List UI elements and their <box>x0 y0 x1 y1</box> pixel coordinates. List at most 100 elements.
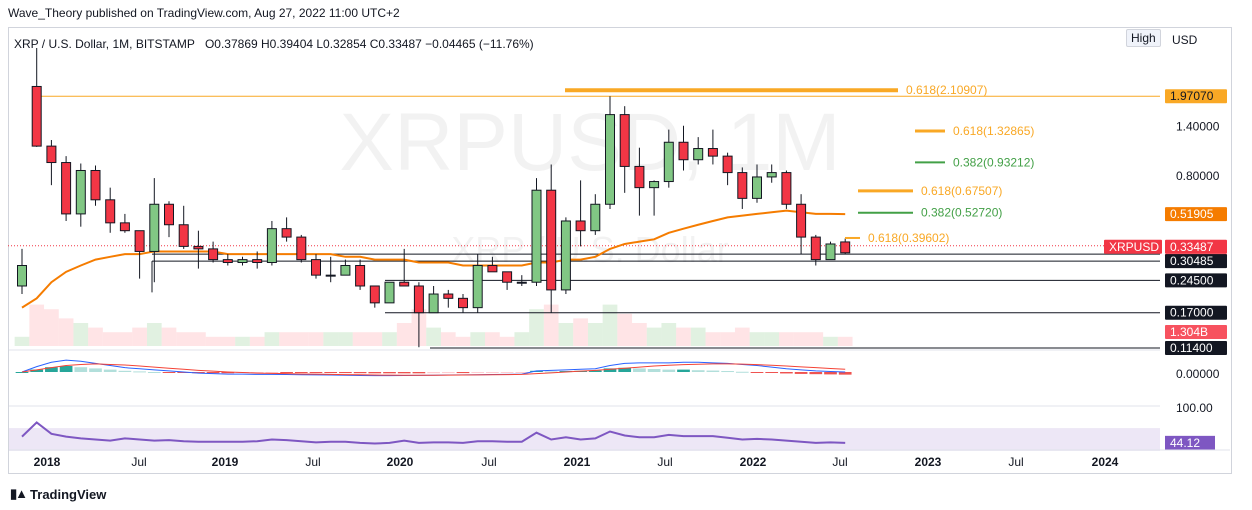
macd-histogram-bar <box>691 370 705 372</box>
time-tick-label: 2019 <box>212 455 239 469</box>
volume-bar <box>88 327 103 346</box>
candle-body <box>531 189 542 283</box>
price-badge <box>1165 305 1227 320</box>
currency-label[interactable]: USD <box>1172 33 1198 47</box>
candle-body <box>752 176 762 199</box>
candle-body <box>796 203 807 238</box>
price-badge <box>1165 325 1227 339</box>
price-badge <box>1165 207 1227 222</box>
candle-body <box>458 297 468 309</box>
macd-histogram-bar <box>103 369 117 372</box>
volume-bar <box>837 336 853 346</box>
chart-header: XRP / U.S. Dollar, 1M, BITSTAMP O0.37869… <box>14 37 534 51</box>
macd-histogram-bar <box>427 372 440 374</box>
price-tick-label: 0.80000 <box>1176 169 1220 183</box>
volume-bar <box>720 332 735 346</box>
candle-body <box>237 259 248 264</box>
volume-bar <box>308 332 324 346</box>
candle-body <box>634 165 645 189</box>
macd-histogram-bar <box>721 371 734 373</box>
candle-body <box>164 203 174 226</box>
volume-bar <box>617 313 633 346</box>
time-tick-label: 2020 <box>387 455 414 469</box>
volume-bar <box>558 323 574 346</box>
price-badge-text: 0.17000 <box>1170 306 1214 320</box>
macd-histogram-bar <box>838 372 852 375</box>
volume-bar <box>352 332 368 346</box>
volume-bar <box>14 336 30 346</box>
rsi-value-text: 44.12 <box>1170 436 1200 450</box>
candle-body <box>737 172 748 199</box>
time-tick-label: Jul <box>832 455 847 469</box>
volume-bar <box>117 332 133 346</box>
macd-histogram-bar <box>633 368 646 372</box>
candle-body <box>781 172 792 205</box>
volume-bar <box>779 332 794 346</box>
volume-bar <box>529 309 544 346</box>
price-badge-text: 0.30485 <box>1170 254 1214 268</box>
time-tick-label: Jul <box>657 455 672 469</box>
macd-histogram-bar <box>677 369 690 372</box>
macd-histogram-bar <box>588 370 602 372</box>
macd-histogram-bar <box>618 367 632 372</box>
candle-body <box>296 236 307 261</box>
macd-histogram-bar <box>735 371 749 373</box>
volume-bar <box>191 332 206 346</box>
macd-histogram-bar <box>780 372 793 374</box>
macd-zero-label: 0.00000 <box>1176 367 1220 381</box>
time-tick-label: 2021 <box>564 455 591 469</box>
volume-bar <box>205 336 221 346</box>
candle-body <box>281 228 292 238</box>
candle-body <box>722 155 733 174</box>
candle-body <box>428 293 439 314</box>
macd-histogram-bar <box>765 372 779 373</box>
macd-histogram-bar <box>280 372 293 373</box>
fib-label: 0.618(0.67507) <box>921 184 1002 198</box>
candle-body <box>825 243 836 261</box>
macd-histogram-bar <box>544 371 558 373</box>
candle-body <box>325 274 336 277</box>
price-badge-text: 0.11400 <box>1170 341 1213 355</box>
volume-bar <box>470 332 486 346</box>
volume-bar <box>293 332 309 346</box>
volume-bar <box>514 332 530 346</box>
candle-body <box>369 285 380 304</box>
fib-label: 0.618(2.10907) <box>906 83 987 97</box>
candle-body <box>31 85 42 147</box>
macd-histogram-bar <box>412 372 426 374</box>
time-tick-label: 2023 <box>915 455 942 469</box>
candle-body <box>413 285 424 314</box>
macd-histogram-bar <box>45 367 58 372</box>
fib-label: 0.382(0.52720) <box>921 206 1002 220</box>
candle-body <box>649 181 660 189</box>
candle-body <box>340 265 351 276</box>
volume-bar <box>73 323 89 346</box>
volume-bar <box>102 332 118 346</box>
volume-bar <box>661 323 677 346</box>
time-tick-label: 2024 <box>1092 455 1119 469</box>
volume-bar <box>485 332 500 346</box>
fib-label: 0.618(0.39602) <box>868 231 949 245</box>
price-badge <box>1165 273 1227 288</box>
macd-panel: 0.00000 <box>9 349 1220 381</box>
volume-bar <box>823 336 838 346</box>
high-button[interactable]: High <box>1126 29 1161 47</box>
macd-histogram-bar <box>89 368 102 372</box>
price-badge <box>1104 239 1162 254</box>
macd-signal-line <box>21 363 846 376</box>
macd-histogram-bar <box>824 372 837 375</box>
volume-bar <box>132 327 147 346</box>
volume-bar <box>573 318 588 346</box>
macd-histogram-bar <box>339 372 352 374</box>
candle-body <box>590 203 601 232</box>
volume-bar <box>705 332 721 346</box>
candle-body <box>193 245 204 250</box>
macd-histogram-bar <box>515 372 529 373</box>
candle-body <box>222 259 233 264</box>
fib-label: 0.382(0.93212) <box>953 155 1034 169</box>
time-tick-label: Jul <box>1008 455 1023 469</box>
tradingview-logo[interactable]: ▮▲ TradingView <box>10 486 106 502</box>
rsi-line <box>21 421 846 445</box>
